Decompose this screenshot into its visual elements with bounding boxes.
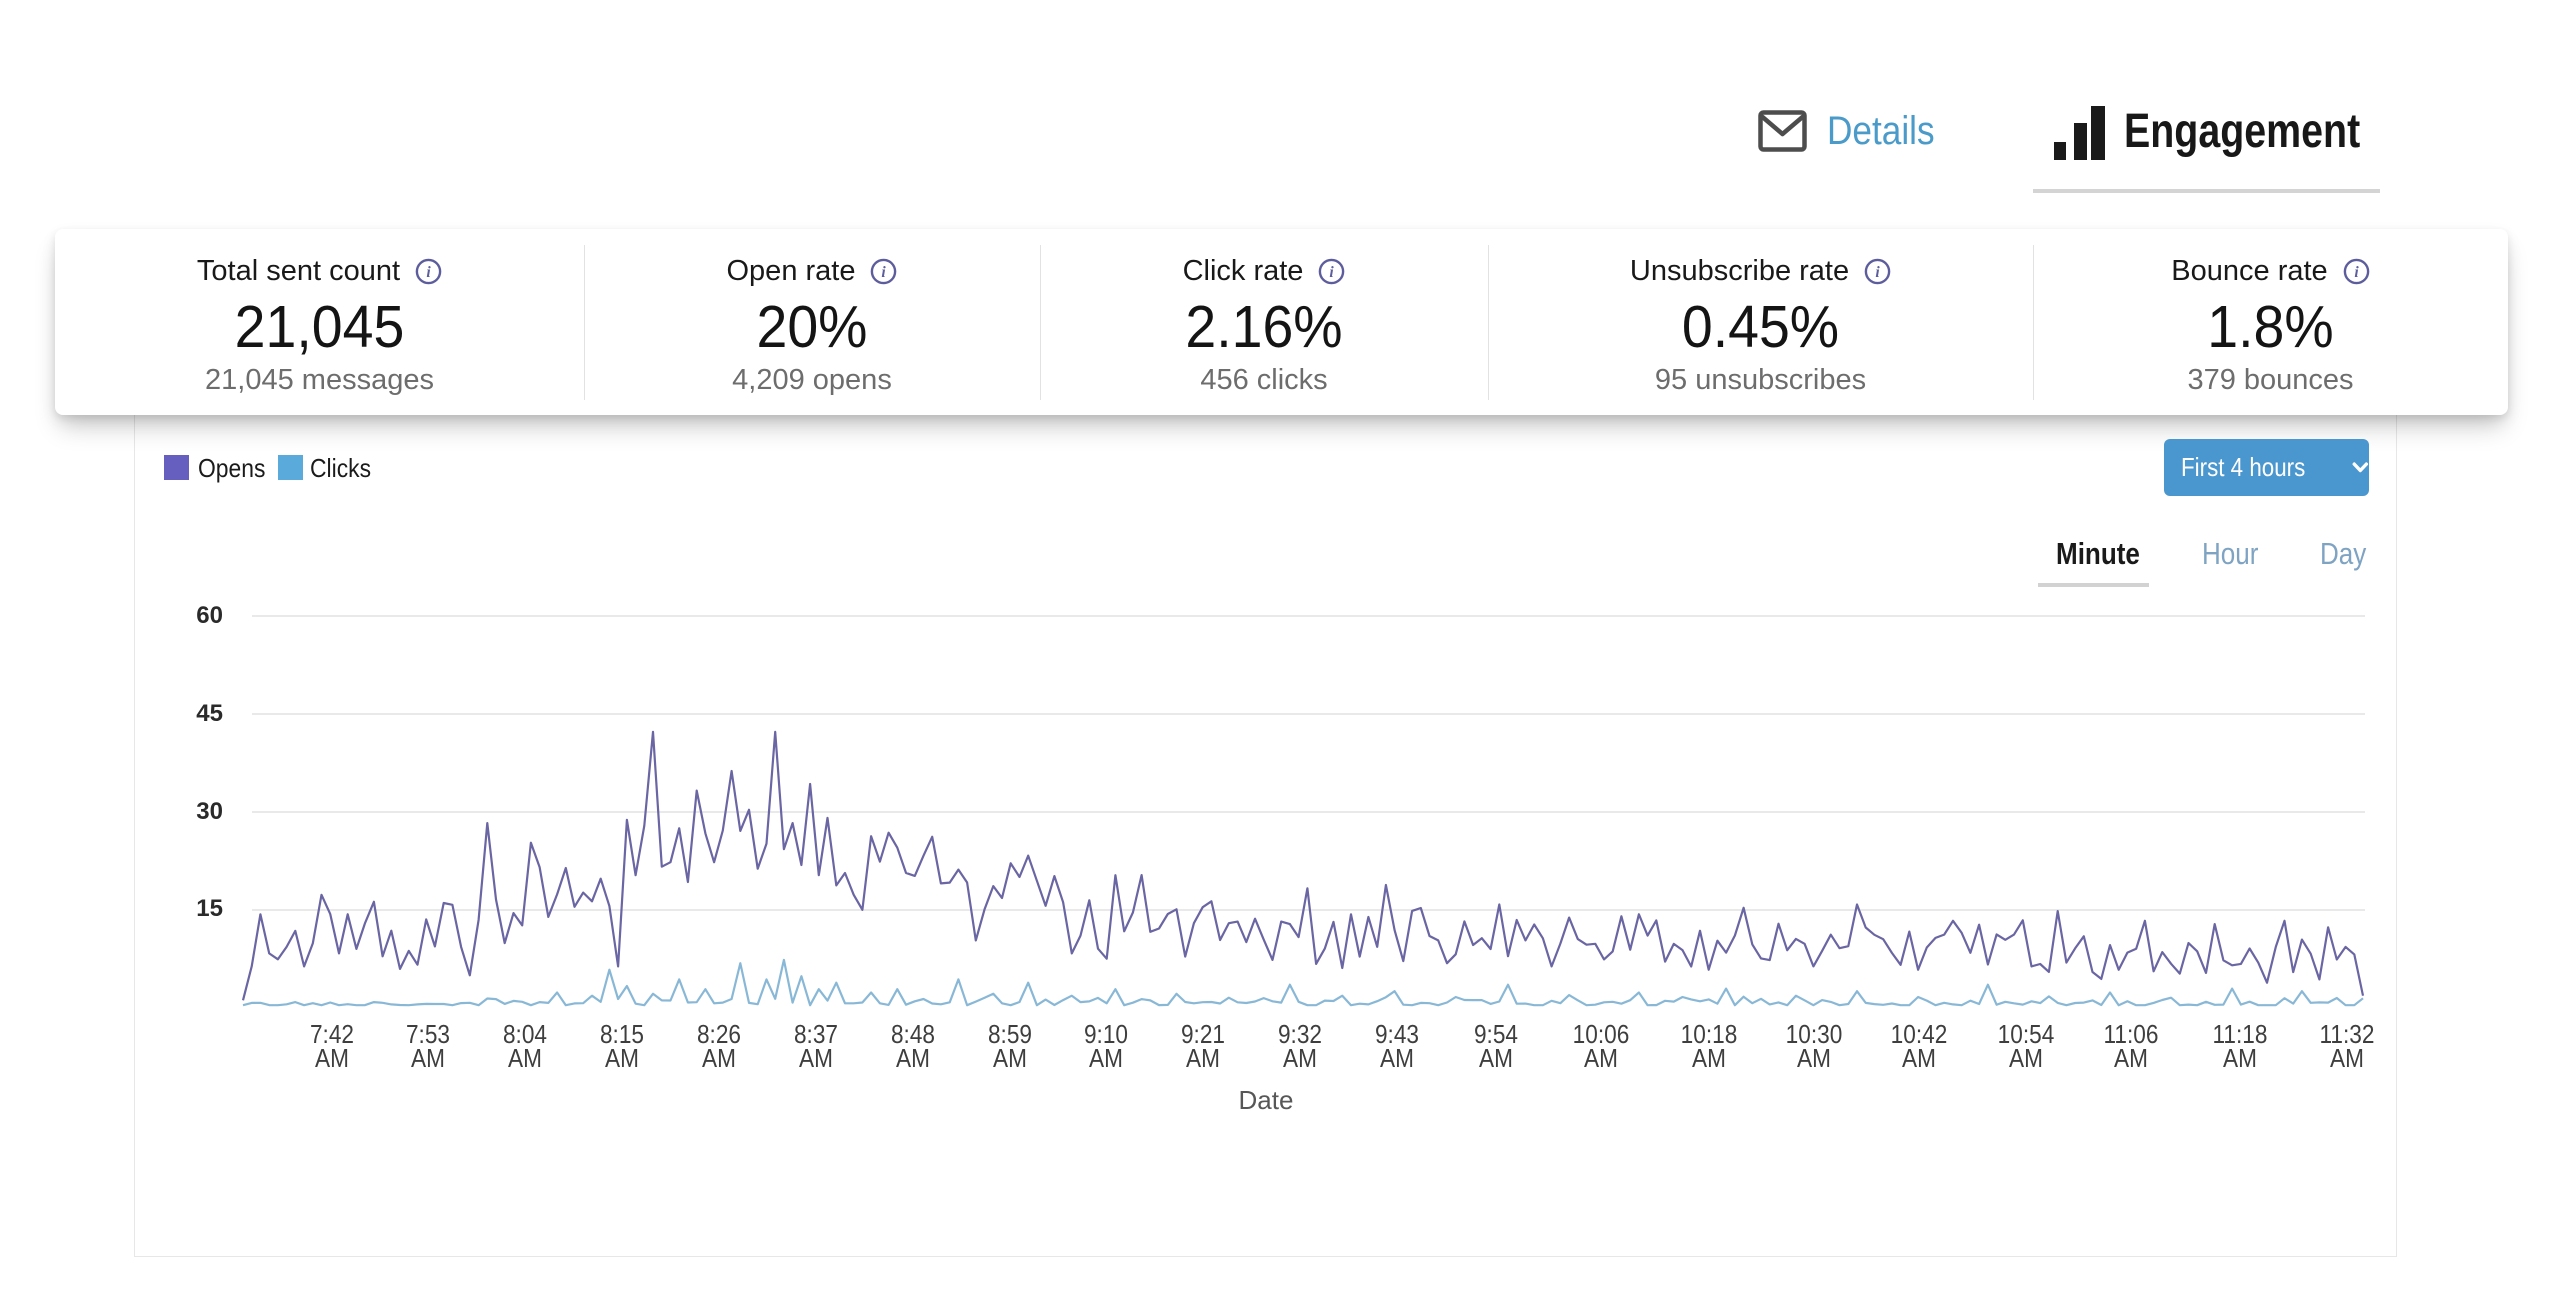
svg-text:i: i xyxy=(2354,264,2359,281)
svg-text:i: i xyxy=(426,264,431,281)
svg-text:i: i xyxy=(1875,264,1880,281)
svg-text:i: i xyxy=(882,264,887,281)
svg-text:i: i xyxy=(1330,264,1335,281)
